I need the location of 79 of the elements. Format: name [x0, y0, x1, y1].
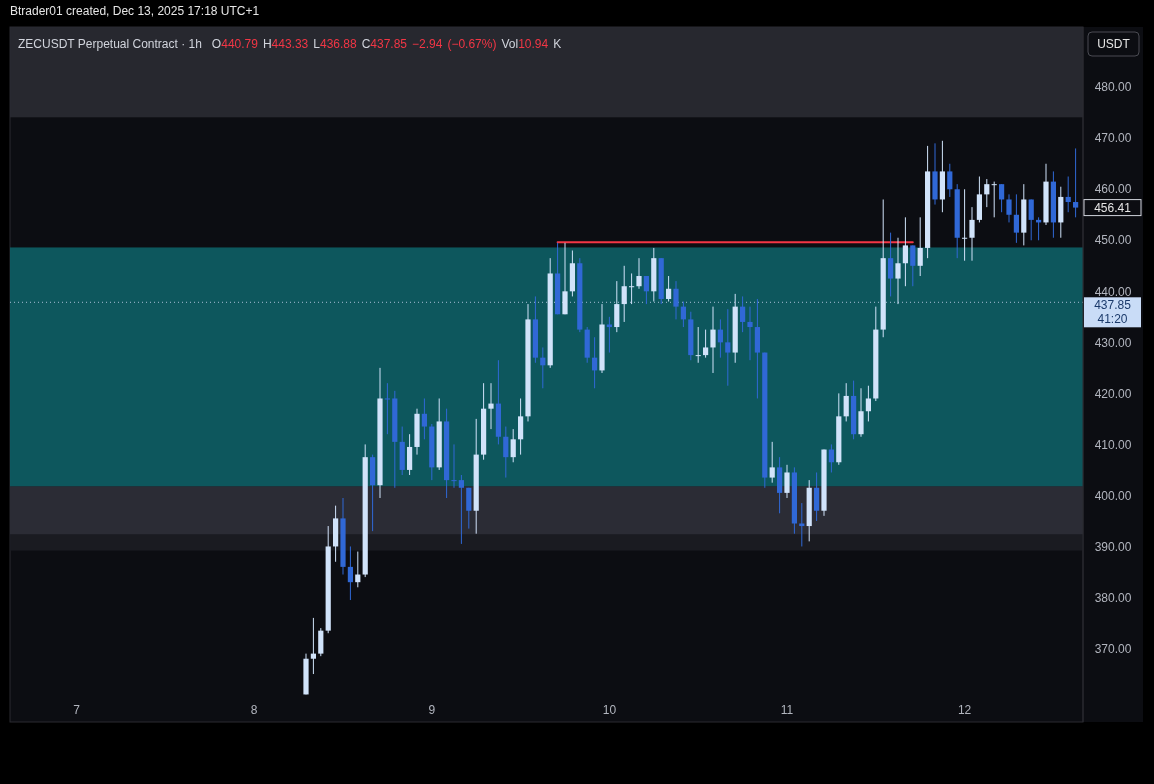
y-tick-label: 440.00 — [1094, 284, 1132, 299]
y-axis-title: USDT — [1097, 37, 1131, 52]
candlestick — [814, 471, 820, 522]
candlestick — [1013, 193, 1019, 244]
candlestick — [917, 216, 923, 277]
y-tick-label: 370.00 — [1094, 641, 1132, 656]
candlestick — [1065, 176, 1071, 213]
candlestick — [621, 265, 627, 323]
candlestick — [680, 301, 686, 328]
candlestick — [488, 382, 494, 430]
candlestick — [769, 441, 775, 484]
candlestick — [747, 306, 753, 361]
candlestick — [1006, 193, 1012, 223]
candlestick — [407, 433, 413, 476]
candlestick — [1028, 198, 1034, 241]
y-tick-label: 470.00 — [1094, 131, 1132, 146]
x-tick-label: 12 — [957, 703, 972, 717]
y-tick-label: 460.00 — [1094, 182, 1132, 197]
candlestick — [673, 280, 679, 320]
candlestick — [666, 275, 672, 303]
y-tick-label: 400.00 — [1094, 488, 1132, 503]
candlestick — [895, 237, 901, 305]
candlestick — [614, 280, 620, 333]
candlestick — [910, 244, 916, 287]
candlestick — [858, 387, 864, 438]
candlestick — [451, 443, 457, 489]
candlestick — [717, 318, 723, 359]
candlestick — [318, 627, 324, 657]
y-tick-label: 480.00 — [1094, 80, 1132, 95]
candlestick — [503, 426, 509, 479]
x-tick-label: 9 — [428, 703, 436, 717]
y-tick-label: 390.00 — [1094, 539, 1132, 554]
text: O440.79 H443.33 L436.88 C437.85 −2.94 (−0.67%) Vol10.94 K — [211, 37, 562, 51]
candlestick — [947, 163, 953, 198]
candlestick — [384, 382, 390, 435]
candlestick — [703, 329, 709, 359]
candlestick — [636, 257, 642, 290]
candlestick — [347, 545, 353, 601]
candlestick — [710, 306, 716, 374]
x-tick-label: 7 — [73, 703, 81, 717]
candlestick — [1073, 147, 1079, 218]
candlestick — [629, 272, 635, 305]
candlestick — [865, 385, 871, 422]
candlestick — [962, 188, 968, 262]
candlestick — [592, 336, 598, 389]
candlestick — [784, 464, 790, 499]
candlestick — [984, 178, 990, 208]
text: Btrader01 created, Dec 13, 2025 17:18 UTC+1 — [10, 4, 260, 18]
candlestick — [843, 382, 849, 422]
candlestick — [902, 216, 908, 287]
y-tick-label: 410.00 — [1094, 437, 1132, 452]
candlestick — [991, 181, 997, 218]
candlestick — [643, 275, 649, 305]
x-tick-label: 10 — [602, 703, 617, 717]
candlestick — [606, 316, 612, 354]
candlestick — [695, 326, 701, 364]
candlestick — [740, 295, 746, 333]
candlestick — [510, 428, 516, 463]
candlestick — [518, 397, 524, 456]
candlestick — [466, 487, 472, 530]
x-tick-label: 11 — [780, 703, 794, 717]
candlestick — [458, 474, 464, 545]
candlestick — [999, 183, 1005, 213]
text: 456.41 — [1094, 200, 1132, 215]
y-tick-label: 380.00 — [1094, 590, 1132, 605]
candlestick — [828, 443, 834, 473]
y-tick-label: 430.00 — [1094, 335, 1132, 350]
text: 41:20 — [1097, 312, 1128, 327]
ref-line-label: 437.85 — [1094, 298, 1132, 313]
text: ZECUSDT Perpetual Contract · 1h — [18, 37, 202, 51]
y-tick-label: 420.00 — [1094, 386, 1132, 401]
candlestick — [725, 308, 731, 387]
y-tick-label: 450.00 — [1094, 233, 1132, 248]
candlestick — [421, 397, 427, 440]
candlestick — [888, 232, 894, 297]
candlestick — [310, 617, 316, 675]
x-tick-label: 8 — [250, 703, 258, 717]
candlestick — [562, 242, 568, 315]
candlestick — [969, 206, 975, 262]
